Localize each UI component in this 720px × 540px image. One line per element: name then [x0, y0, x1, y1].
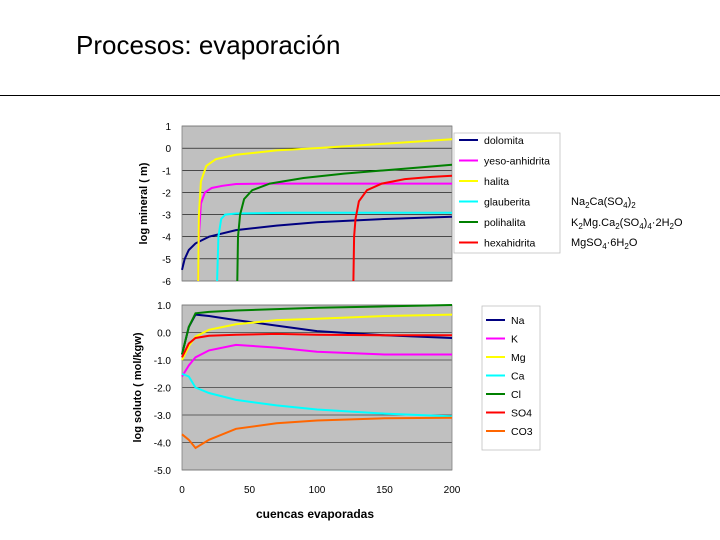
chart-2: 1.0 0.0 -1.0 -2.0 -3.0 -4.0 -5.0 0 50 100 150 200 lo… — [132, 301, 541, 521]
chart-1: 1 0 -1 -2 -3 -4 -5 -6 log mineral ( m) dolomita ye… — [138, 122, 561, 288]
y-tick-label: 1 — [165, 122, 171, 133]
y-tick-label: 0.0 — [157, 329, 171, 340]
x-axis-label: cuencas evaporadas — [256, 507, 374, 521]
y-tick-label: -5.0 — [154, 466, 172, 477]
formula-polihalita: K2Mg.Ca2(SO4)4·2H2O — [571, 217, 683, 232]
series-line-Cl — [181, 304, 453, 355]
y-tick-label: -5 — [162, 255, 171, 266]
y-tick-label: -1.0 — [154, 356, 172, 367]
series-line-SO4 — [181, 332, 452, 358]
series-line-Mg — [181, 313, 453, 361]
series-line-K — [181, 343, 452, 378]
series-line-yeso-anhidrita — [197, 182, 452, 282]
slide-title: Procesos: evaporación — [76, 30, 341, 60]
x-tick-label: 200 — [444, 485, 461, 496]
series-line-halita — [197, 138, 453, 282]
y-tick-label: -2.0 — [154, 384, 172, 395]
legend-label-Cl: Cl — [511, 389, 521, 401]
legend-label-Na: Na — [511, 315, 525, 327]
legend-label-SO4: SO4 — [511, 408, 532, 420]
legend-label-halita: halita — [484, 176, 509, 188]
series-line-dolomita — [181, 215, 453, 271]
series-line-hexahidrita — [352, 174, 453, 282]
y-tick-label: -4.0 — [154, 439, 172, 450]
y-tick-label: 1.0 — [157, 301, 171, 312]
x-tick-label: 50 — [244, 485, 256, 496]
legend-label-hexahidrita: hexahidrita — [484, 238, 536, 250]
legend-label-Mg: Mg — [511, 352, 526, 364]
legend-label-Ca: Ca — [511, 371, 525, 383]
legend-label-glauberita: glauberita — [484, 197, 530, 209]
y-tick-label: -4 — [162, 233, 171, 244]
y-tick-label: -6 — [162, 277, 171, 288]
plot-area — [182, 126, 452, 281]
title-divider — [0, 95, 720, 96]
plot-frame — [181, 304, 453, 471]
legend-box — [481, 305, 541, 451]
y-tick-label: -3 — [162, 211, 171, 222]
formula-hexahidrita: MgSO4·6H2O — [571, 237, 638, 252]
x-tick-label: 150 — [376, 485, 393, 496]
y-axis-label: log soluto ( mol/kgw) — [132, 332, 144, 442]
series-line-polihalita — [236, 163, 453, 282]
formula-glauberita: Na2Ca(SO4)2 — [571, 196, 636, 211]
legend-box — [453, 132, 561, 254]
legend-label-dolomita: dolomita — [484, 135, 524, 147]
y-tick-label: -1 — [162, 166, 171, 177]
series-line-CO3 — [181, 416, 453, 450]
y-tick-label: 0 — [165, 144, 171, 155]
series-line-glauberita — [216, 211, 452, 282]
legend-label-yeso-anhidrita: yeso-anhidrita — [484, 156, 550, 168]
legend-label-polihalita: polihalita — [484, 217, 526, 229]
x-tick-label: 100 — [309, 485, 326, 496]
x-tick-label: 0 — [179, 485, 185, 496]
legend-label-K: K — [511, 334, 518, 346]
y-tick-label: -2 — [162, 188, 171, 199]
y-tick-label: -3.0 — [154, 411, 172, 422]
series-line-Ca — [181, 372, 453, 418]
legend-label-CO3: CO3 — [511, 426, 533, 438]
y-axis-label: log mineral ( m) — [138, 162, 150, 244]
plot-frame — [181, 125, 453, 282]
